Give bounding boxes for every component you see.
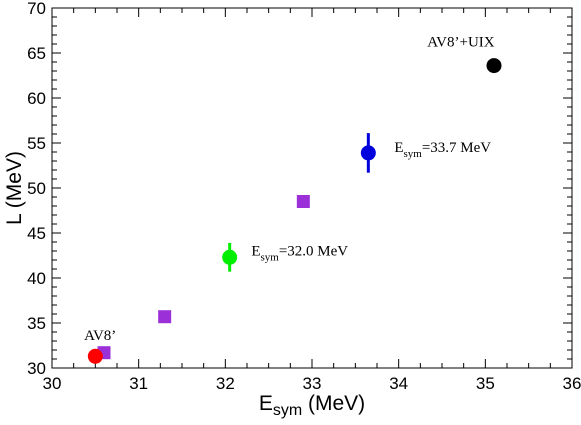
- x-tick-label: 31: [129, 374, 148, 393]
- y-tick-label: 35: [27, 314, 46, 333]
- square-point: [158, 310, 172, 324]
- y-tick-label: 55: [27, 134, 46, 153]
- annotation-label: AV8’+UIX: [427, 35, 495, 51]
- data-marks: [87, 58, 502, 364]
- circle-point: [87, 348, 103, 364]
- y-tick-label: 45: [27, 224, 46, 243]
- y-tick-label: 30: [27, 359, 46, 378]
- x-tick-label: 33: [303, 374, 322, 393]
- circle-point: [222, 249, 238, 265]
- y-tick-label: 70: [27, 0, 46, 18]
- x-tick-label: 35: [476, 374, 495, 393]
- x-tick-label: 32: [216, 374, 235, 393]
- x-tick-label: 30: [43, 374, 62, 393]
- y-tick-label: 50: [27, 179, 46, 198]
- y-tick-label: 40: [27, 269, 46, 288]
- x-axis-title: Esym (MeV): [259, 392, 365, 419]
- circle-point: [486, 58, 502, 74]
- axes: 30 31 32 33 34 35 36 30 35 40 45 50 55 60 65 70 Esym (Me…: [3, 0, 581, 419]
- square-point: [296, 195, 310, 208]
- annotation-label: AV8’: [84, 328, 116, 344]
- y-axis-title: L (MeV): [3, 151, 26, 225]
- y-tick-label: 65: [27, 44, 46, 63]
- annotation-label: Esym=32.0 MeV: [251, 244, 348, 264]
- annotations: AV8’ Esym=32.0 MeV Esym=33.7 MeV AV8’+UIX: [84, 35, 495, 344]
- circle-point: [360, 145, 376, 161]
- y-tick-label: 60: [27, 89, 46, 108]
- x-tick-label: 36: [563, 374, 581, 393]
- annotation-label: Esym=33.7 MeV: [394, 140, 491, 160]
- x-tick-label: 34: [389, 374, 408, 393]
